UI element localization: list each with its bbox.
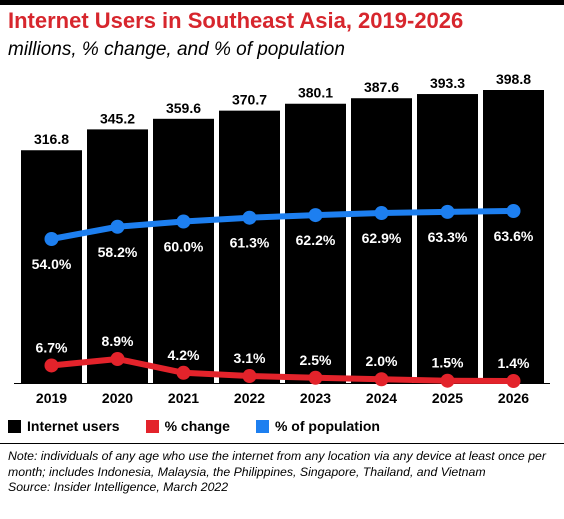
point-pct-population-2024 — [374, 206, 389, 221]
x-tick-label-2019: 2019 — [36, 390, 67, 406]
legend-label-pct-population: % of population — [274, 418, 380, 434]
point-pct-population-2022 — [242, 210, 257, 225]
label-pct-population-2022: 61.3% — [230, 235, 270, 251]
label-pct-change-2024: 2.0% — [366, 353, 398, 369]
bar-internet-users-2020 — [87, 129, 148, 383]
label-pct-change-2023: 2.5% — [300, 352, 332, 368]
bar-value-label-2025: 393.3 — [430, 75, 465, 91]
x-tick-label-2026: 2026 — [498, 390, 529, 406]
point-pct-change-2024 — [374, 372, 389, 387]
chart-legend: Internet users % change % of population — [8, 416, 406, 436]
x-tick-label-2020: 2020 — [102, 390, 133, 406]
label-pct-change-2021: 4.2% — [168, 347, 200, 363]
chart-subtitle: millions, % change, and % of population — [8, 39, 345, 60]
legend-label-internet-users: Internet users — [27, 418, 120, 434]
point-pct-population-2021 — [176, 214, 191, 229]
label-pct-change-2019: 6.7% — [36, 339, 68, 355]
bar-internet-users-2026 — [483, 90, 544, 383]
label-pct-population-2026: 63.6% — [494, 228, 534, 244]
x-tick-label-2024: 2024 — [366, 390, 397, 406]
legend-item-pct-population: % of population — [255, 418, 380, 434]
label-pct-population-2021: 60.0% — [164, 239, 204, 255]
label-pct-population-2024: 62.9% — [362, 230, 402, 246]
legend-swatch-pct-change — [145, 419, 159, 433]
bar-internet-users-2023 — [285, 103, 346, 384]
label-pct-population-2023: 62.2% — [296, 232, 336, 248]
label-pct-population-2025: 63.3% — [428, 229, 468, 245]
line-pct-change — [48, 356, 517, 384]
point-pct-change-2019 — [44, 358, 59, 373]
x-tick-label-2021: 2021 — [168, 390, 199, 406]
bar-internet-users-2025 — [417, 94, 478, 384]
point-pct-population-2020 — [110, 219, 125, 234]
legend-item-internet-users: Internet users — [8, 418, 120, 434]
top-rule — [0, 0, 564, 5]
label-pct-change-2022: 3.1% — [234, 350, 266, 366]
bar-value-label-2021: 359.6 — [166, 100, 201, 116]
legend-swatch-internet-users — [8, 419, 21, 433]
point-pct-change-2026 — [506, 374, 521, 388]
x-tick-label-2022: 2022 — [234, 390, 265, 406]
label-pct-change-2025: 1.5% — [432, 355, 464, 371]
point-pct-change-2023 — [308, 370, 323, 385]
label-pct-population-2019: 54.0% — [32, 256, 72, 272]
line-pct-population — [48, 208, 517, 242]
bar-value-label-2023: 380.1 — [298, 85, 333, 101]
chart-plot: 316.8 345.2 359.6 370.7 380.1 387.6 393.3 398.8… — [14, 71, 550, 406]
chart-title: Internet Users in Southeast Asia, 2019-2… — [8, 8, 464, 33]
legend-item-pct-change: % change — [145, 418, 230, 434]
point-pct-population-2026 — [506, 204, 521, 218]
note-text: Note: individuals of any age who use the… — [8, 449, 546, 479]
point-pct-population-2019 — [44, 232, 59, 246]
label-pct-change-2020: 8.9% — [102, 333, 134, 349]
bar-internet-users-2019 — [21, 150, 82, 383]
legend-label-pct-change: % change — [164, 418, 230, 434]
legend-swatch-pct-population — [255, 419, 269, 433]
bar-value-label-2019: 316.8 — [34, 131, 69, 147]
point-pct-population-2023 — [308, 208, 323, 223]
point-pct-change-2022 — [242, 369, 257, 384]
bar-internet-users-2022 — [219, 110, 280, 383]
bar-value-label-2022: 370.7 — [232, 92, 267, 108]
x-tick-label-2025: 2025 — [432, 390, 463, 406]
x-tick-label-2023: 2023 — [300, 390, 331, 406]
bar-value-label-2024: 387.6 — [364, 79, 399, 95]
label-pct-change-2026: 1.4% — [498, 355, 530, 371]
point-pct-change-2021 — [176, 365, 191, 380]
source-text: Source: Insider Intelligence, March 2022 — [8, 480, 229, 494]
bar-internet-users-2024 — [351, 98, 412, 383]
footer-note: Note: individuals of any age who use the… — [8, 449, 556, 496]
bar-internet-users-2021 — [153, 118, 214, 383]
label-pct-population-2020: 58.2% — [98, 244, 138, 260]
footer-divider — [0, 443, 564, 444]
bar-value-label-2026: 398.8 — [496, 71, 531, 87]
point-pct-population-2025 — [440, 204, 455, 219]
point-pct-change-2025 — [440, 373, 455, 388]
bar-value-label-2020: 345.2 — [100, 110, 135, 126]
point-pct-change-2020 — [110, 352, 125, 366]
